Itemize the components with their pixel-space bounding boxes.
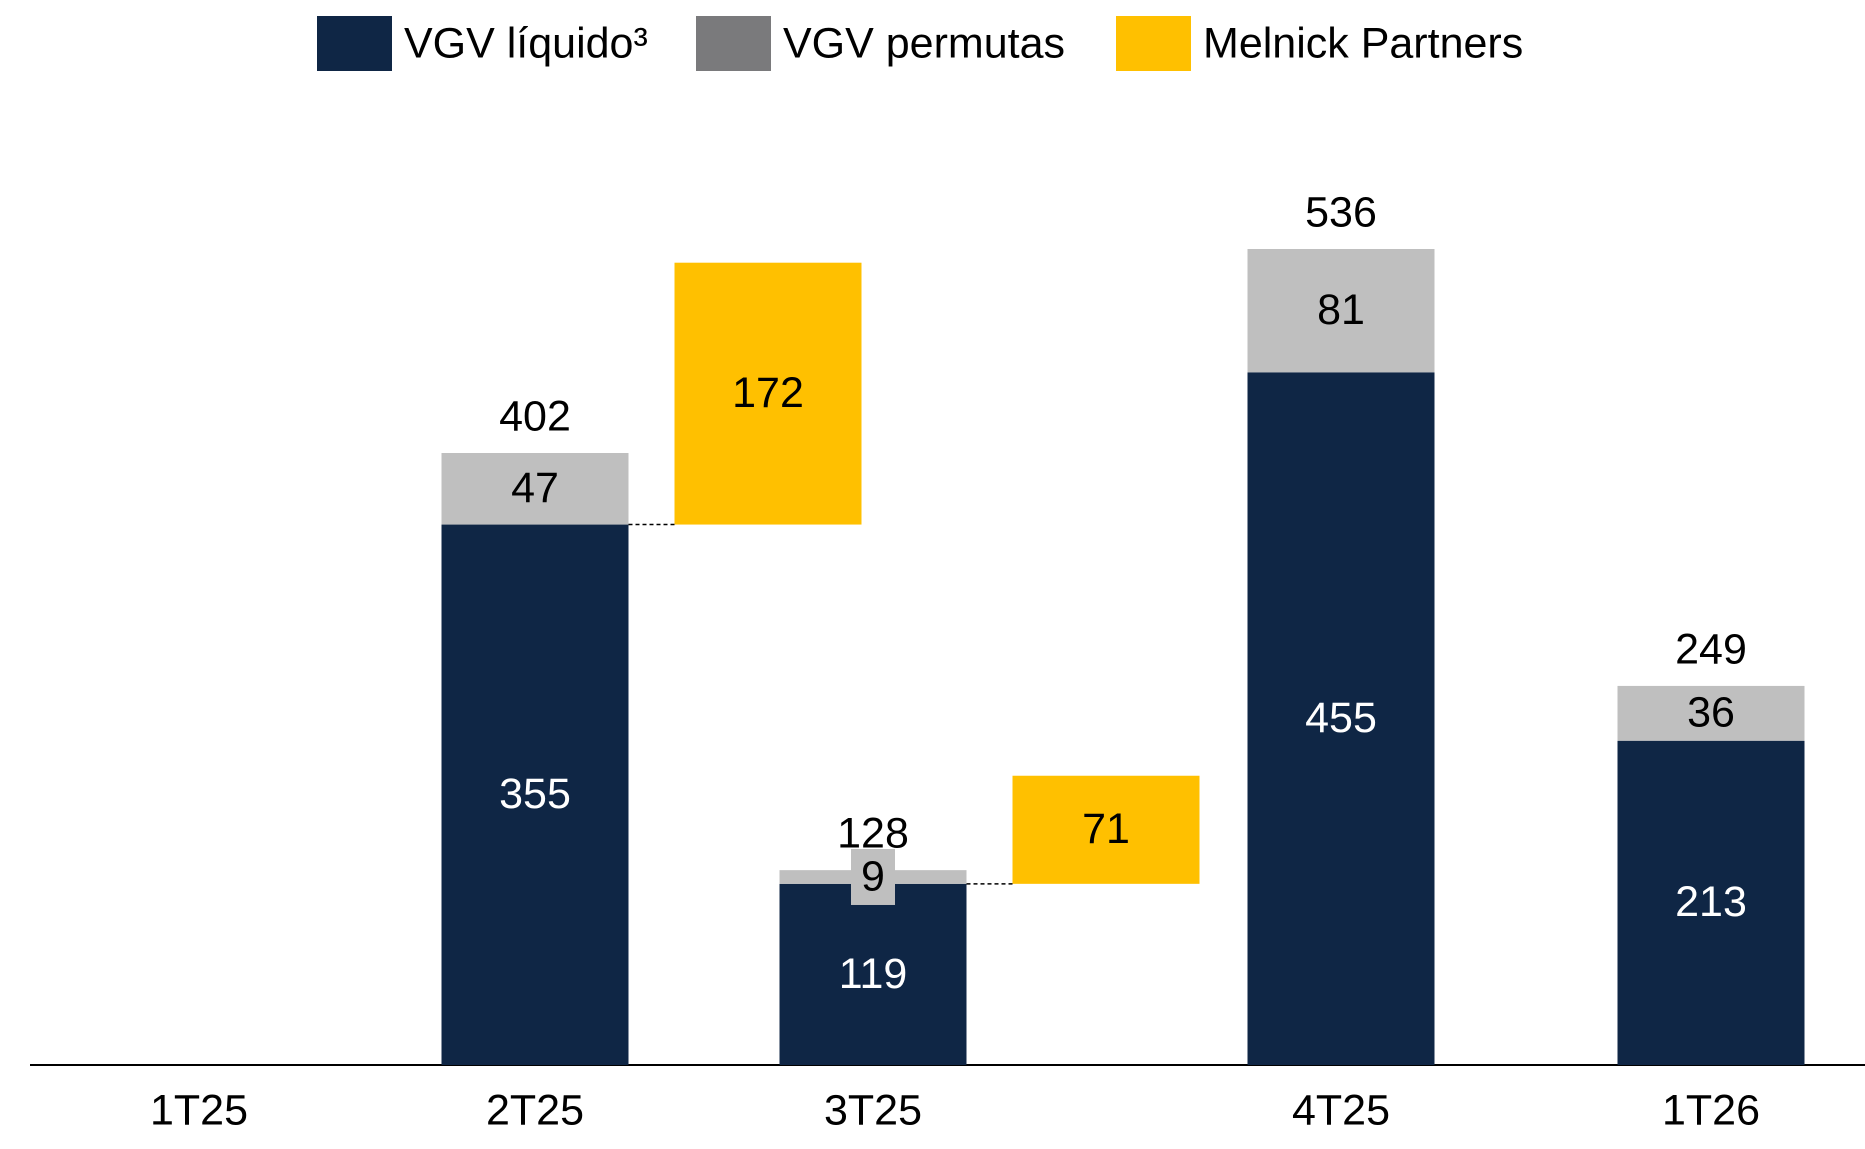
data-label: 355 [499, 770, 571, 818]
bar-segment [1012, 775, 1200, 884]
data-label: 36 [1687, 689, 1735, 737]
total-label: 402 [499, 392, 571, 440]
bar-segment [779, 883, 967, 1065]
x-tick-label: 1T26 [1662, 1086, 1760, 1134]
legend-swatch [1116, 16, 1191, 71]
data-label: 71 [1082, 805, 1130, 853]
data-label: 213 [1675, 878, 1747, 926]
x-tick-label: 2T25 [486, 1086, 584, 1134]
bar-segment [1617, 740, 1805, 1065]
bar-segment [674, 262, 862, 525]
x-tick-label: 1T25 [150, 1086, 248, 1134]
bar-segment [1617, 685, 1805, 741]
total-label: 128 [837, 809, 909, 857]
total-label: 249 [1675, 625, 1747, 673]
bar-segment [1247, 372, 1435, 1065]
bar-segment [441, 524, 629, 1065]
data-label: 47 [511, 464, 559, 512]
legend-label: VGV líquido³ [404, 19, 648, 67]
data-label: 172 [732, 369, 804, 417]
total-label: 536 [1305, 188, 1377, 236]
legend-label: VGV permutas [783, 19, 1065, 67]
data-label: 81 [1317, 286, 1365, 334]
data-label: 119 [839, 950, 908, 998]
bar-segment [441, 453, 629, 525]
data-label: 455 [1305, 694, 1377, 742]
data-label: 9 [861, 852, 885, 900]
x-tick-label: 4T25 [1292, 1086, 1390, 1134]
x-tick-label: 3T25 [824, 1086, 922, 1134]
bar-segment [1247, 249, 1435, 373]
legend-swatch [696, 16, 771, 71]
label-backdrop [851, 848, 895, 905]
legend-label: Melnick Partners [1203, 19, 1523, 67]
legend-swatch [317, 16, 392, 71]
